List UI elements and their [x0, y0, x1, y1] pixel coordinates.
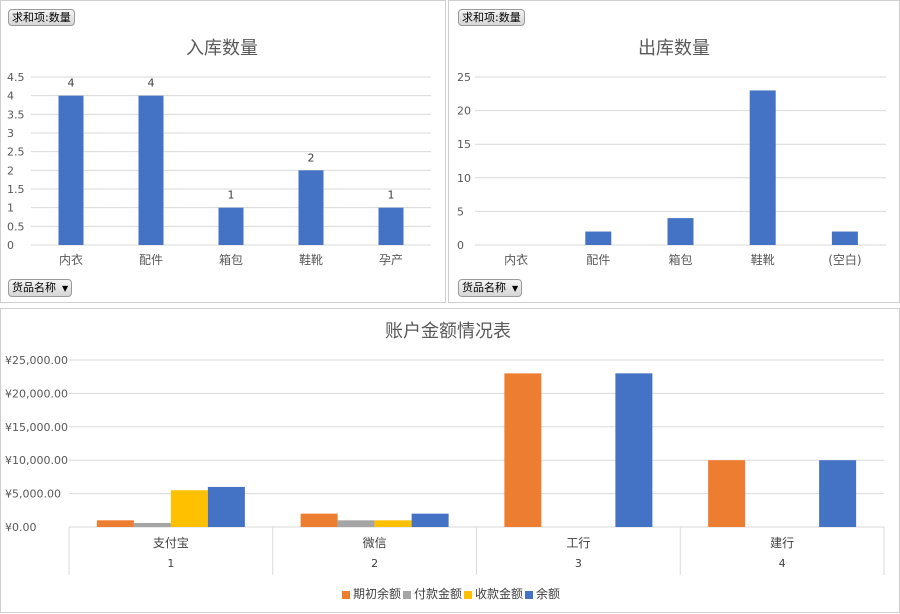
bar — [138, 95, 164, 246]
bar — [58, 95, 84, 246]
y-tick-label: 5 — [457, 205, 464, 218]
x-tick-label: 鞋靴 — [299, 252, 323, 267]
bar — [585, 231, 612, 245]
y-tick-label: 15 — [457, 138, 471, 151]
bar — [749, 90, 776, 245]
y-tick-label: ¥0.00 — [5, 521, 37, 534]
legend-label: 收款金额 — [475, 587, 524, 601]
bar — [170, 490, 208, 527]
y-tick-label: 1.5 — [7, 183, 25, 196]
bar — [298, 170, 324, 245]
y-tick-label: 0.5 — [7, 220, 25, 233]
y-tick-label: 3.5 — [7, 108, 25, 121]
bar — [337, 520, 375, 527]
x-tick-label: 微信 — [363, 536, 387, 550]
y-tick-label: 3 — [7, 127, 14, 140]
y-tick-label: 4.5 — [7, 71, 25, 84]
legend-item: 期初余额 — [341, 585, 401, 602]
x-tick-label: 内衣 — [59, 252, 83, 267]
x-tick-label: 孕产 — [379, 253, 403, 267]
legend-swatch — [464, 590, 472, 599]
y-tick-label: 1 — [7, 202, 14, 215]
y-tick-label: 25 — [457, 71, 471, 84]
bar — [207, 486, 245, 527]
y-tick-label: ¥25,000.00 — [5, 354, 68, 367]
account-chart-panel: 账户金额情况表 ¥0.00 ¥5,000.00 ¥10,000.00 ¥15,000.0… — [0, 308, 900, 613]
x-tick-label: 配件 — [139, 253, 163, 267]
x-tick-label: 建行 — [770, 536, 794, 550]
chevron-down-icon[interactable]: ▼ — [62, 283, 69, 293]
bar — [374, 520, 412, 527]
x-subtick-label: 2 — [371, 557, 378, 570]
bar — [96, 520, 134, 527]
data-label: 2 — [308, 151, 315, 164]
y-tick-label: 0 — [457, 239, 464, 252]
y-tick-label: ¥5,000.00 — [5, 488, 61, 501]
x-subtick-label: 4 — [779, 557, 786, 570]
legend-item: 收款金额 — [464, 585, 523, 602]
x-tick-label: 配件 — [586, 253, 610, 267]
bar — [819, 460, 857, 527]
y-tick-label: 0 — [7, 239, 14, 252]
bar — [667, 218, 694, 245]
y-tick-label: 10 — [457, 172, 471, 185]
data-label: 4 — [68, 77, 75, 90]
bar — [218, 207, 244, 245]
chart-title: 账户金额情况表 — [385, 321, 511, 342]
pivot-field-button[interactable]: 货品名称 ▼ — [458, 279, 523, 297]
x-tick-label: (空白) — [828, 252, 861, 267]
account-chart: 账户金额情况表 ¥0.00 ¥5,000.00 ¥10,000.00 ¥15,000.0… — [5, 321, 885, 575]
chart-title: 出库数量 — [638, 38, 710, 59]
bar — [504, 373, 542, 527]
chevron-down-icon[interactable]: ▼ — [512, 283, 519, 293]
bar — [411, 513, 449, 527]
data-label: 4 — [148, 77, 155, 90]
y-tick-label: 2.5 — [7, 146, 25, 159]
pivot-field-label: 货品名称 — [462, 281, 506, 294]
bar — [378, 207, 404, 245]
outbound-chart: 出库数量 0 5 10 15 20 25 内衣 配件 箱包 鞋靴 (空白) — [457, 38, 886, 267]
legend-label: 余额 — [536, 587, 561, 601]
pivot-value-button[interactable]: 求和项:数量 — [458, 9, 525, 26]
bar — [708, 460, 746, 527]
legend-item: 余额 — [525, 585, 560, 602]
data-label: 1 — [228, 189, 235, 202]
legend-swatch — [341, 590, 350, 599]
bar — [133, 522, 171, 527]
legend-swatch — [402, 590, 411, 599]
x-tick-label: 工行 — [566, 536, 590, 550]
pivot-value-label: 求和项:数量 — [462, 11, 521, 24]
x-tick-label: 鞋靴 — [751, 252, 775, 267]
y-tick-label: ¥20,000.00 — [5, 387, 68, 400]
y-tick-label: 20 — [457, 105, 471, 118]
legend-item: 付款金额 — [402, 585, 462, 602]
inbound-chart-panel: 入库数量 0 0.5 1 1.5 2 2.5 3 3.5 4 4.5 4 内衣 4 配件 1 箱包 2 鞋靴 1 孕产 … — [0, 0, 446, 303]
bar — [615, 373, 653, 527]
bar — [831, 231, 858, 245]
outbound-chart-panel: 出库数量 0 5 10 15 20 25 内衣 配件 箱包 鞋靴 (空白) 求和项:数量 货品名称 ▼ — [448, 0, 900, 303]
legend-label: 付款金额 — [413, 587, 462, 601]
y-tick-label: ¥15,000.00 — [5, 421, 68, 434]
data-label: 1 — [388, 189, 395, 202]
y-tick-label: 2 — [7, 164, 14, 177]
pivot-field-label: 货品名称 — [12, 281, 56, 294]
x-tick-label: 内衣 — [504, 252, 528, 267]
pivot-value-button[interactable]: 求和项:数量 — [8, 9, 75, 26]
x-tick-label: 箱包 — [668, 252, 692, 267]
y-tick-label: 4 — [7, 90, 14, 103]
pivot-value-label: 求和项:数量 — [12, 11, 71, 24]
x-tick-label: 支付宝 — [153, 536, 189, 550]
bar — [300, 513, 338, 527]
pivot-field-button[interactable]: 货品名称 ▼ — [8, 279, 73, 297]
legend-label: 期初余额 — [352, 587, 401, 601]
inbound-chart: 入库数量 0 0.5 1 1.5 2 2.5 3 3.5 4 4.5 4 内衣 4 配件 1 箱包 2 鞋靴 1 孕产 — [7, 38, 431, 267]
chart-title: 入库数量 — [186, 38, 258, 59]
y-tick-label: ¥10,000.00 — [5, 454, 68, 467]
chart-legend: 期初余额 付款金额 收款金额 余额 — [1, 585, 900, 602]
x-tick-label: 箱包 — [219, 252, 243, 267]
legend-swatch — [525, 590, 534, 599]
x-subtick-label: 3 — [575, 557, 582, 570]
x-subtick-label: 1 — [167, 557, 174, 570]
